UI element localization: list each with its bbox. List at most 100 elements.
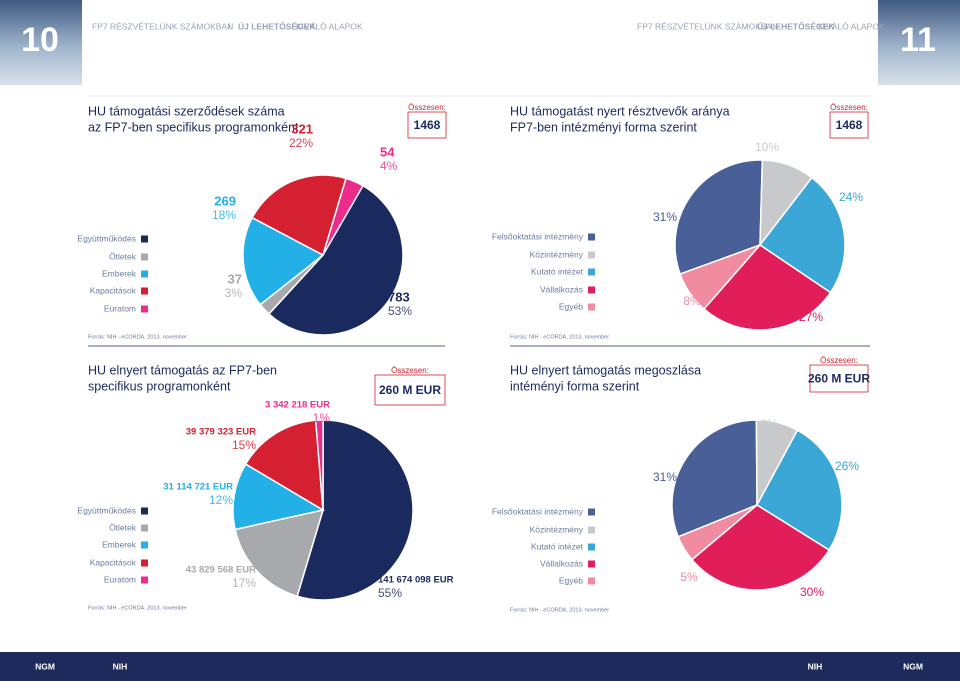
total-value: 1468 (836, 118, 863, 132)
legend-swatch (141, 270, 148, 278)
header-image-right (878, 0, 960, 85)
slice-value-label: 26% (835, 459, 859, 473)
chart-title: HU támogatási szerződések száma (88, 104, 285, 118)
total-value: 1468 (414, 118, 441, 132)
slice-percent-label: 22% (289, 136, 313, 150)
pie-slice (244, 419, 324, 512)
total-box (374, 374, 446, 406)
legend-swatch (588, 526, 595, 534)
chart-title: HU elnyert támogatás az FP7-ben (88, 363, 277, 377)
slice-value-label: 27% (799, 310, 823, 324)
slice-percent-label: 53% (388, 304, 412, 318)
header-item: ÚJ LEHETŐSÉGEK (238, 20, 316, 31)
legend-label: Kutató intézet (531, 266, 584, 276)
legend-swatch (588, 303, 595, 311)
footer-logo: NGM (903, 661, 923, 671)
slice-percent-label: 55% (378, 586, 402, 600)
chart-title: FP7-ben intézményi forma szerint (510, 120, 697, 134)
pie-slice (251, 174, 347, 257)
slice-percent-label: 12% (209, 493, 233, 507)
slice-percent-label: 17% (232, 576, 256, 590)
slice-value-label: 31% (653, 470, 677, 484)
footer-bar (0, 652, 960, 681)
pie-slice (758, 176, 846, 294)
slice-percent-label: 18% (212, 208, 236, 222)
slice-value-label: 5% (680, 570, 698, 584)
pie-slice (674, 159, 764, 276)
legend-swatch (141, 235, 148, 243)
total-box (809, 364, 869, 393)
pie-slice (296, 419, 414, 601)
total-value: 260 M EUR (808, 372, 870, 386)
legend-label: Egyéb (559, 301, 583, 311)
pie-slice (232, 463, 326, 531)
legend-label: Vállalkozás (540, 558, 583, 568)
legend-label: Euratom (104, 574, 136, 584)
slice-value-label: 8% (760, 417, 778, 431)
legend-swatch (588, 543, 595, 551)
legend-swatch (141, 559, 148, 567)
legend-label: Együttműködés (77, 233, 136, 243)
legend-label: Kutató intézet (531, 541, 584, 551)
header-item: KIVÁLÓ ALAPOK (296, 21, 363, 31)
legend-label: Ötletek (109, 522, 137, 532)
footer-logo: NIH (113, 661, 128, 671)
slice-value-label: 24% (839, 190, 863, 204)
total-label: Összesen: (408, 103, 446, 112)
legend-label: Együttműködés (77, 505, 136, 515)
legend-label: Kapacitások (90, 285, 137, 295)
legend-label: Euratom (104, 303, 136, 313)
legend-swatch (141, 287, 148, 295)
header-item: I (746, 21, 748, 31)
legend-label: Kapacitások (90, 557, 137, 567)
total-label: Összesen: (820, 356, 858, 365)
header-item: FP7 RÉSZVÉTELÜNK SZÁMOKBAN (92, 21, 233, 31)
slice-percent-label: 3% (225, 286, 243, 300)
pie-slice (314, 419, 324, 511)
source-note: Forrás: NIH - eCORDA, 2013. november (510, 607, 609, 613)
footer-logo: NGM (35, 661, 55, 671)
legend-label: Felsőoktatási intézmény (492, 506, 584, 516)
slice-value-label: 10% (755, 140, 779, 154)
slice-value-label: 141 674 098 EUR (378, 575, 454, 586)
legend-swatch (588, 577, 595, 585)
header-item: KIVÁLÓ ALAPOK (818, 21, 885, 31)
pie-slice (690, 504, 831, 591)
total-box (829, 111, 869, 139)
total-label: Összesen: (391, 366, 429, 375)
legend-swatch (588, 251, 595, 259)
source-note: Forrás: NIH - eCORDA, 2013. november (88, 605, 187, 611)
chart-title: HU támogatást nyert résztvevők aránya (510, 104, 730, 118)
slice-value-label: 31 114 721 EUR (163, 482, 233, 493)
source-note: Forrás: NIH - eCORDA, 2013. november (510, 334, 609, 340)
header-item: I (228, 21, 230, 31)
header-item: FP7 RÉSZVÉTELÜNK SZÁMOKBAN (637, 21, 778, 31)
legend-label: Vállalkozás (540, 284, 583, 294)
legend-label: Emberek (102, 539, 137, 549)
slice-value-label: 39 379 323 EUR (186, 427, 256, 438)
pie-slice (234, 508, 325, 598)
slice-value-label: 321 (291, 121, 313, 136)
slice-percent-label: 4% (380, 159, 398, 173)
chart-title: az FP7-ben specifikus programonként (88, 120, 299, 134)
legend-label: Egyéb (559, 575, 583, 585)
legend-swatch (141, 253, 148, 261)
pie-slice (267, 184, 404, 336)
pie-slice (242, 216, 325, 306)
slice-value-label: 43 829 568 EUR (186, 565, 256, 576)
chart-title: HU elnyert támogatás megoszlása (510, 363, 701, 377)
pie-slice (679, 244, 761, 311)
legend-swatch (141, 524, 148, 532)
legend-swatch (588, 233, 595, 241)
legend-swatch (588, 268, 595, 276)
slice-percent-label: 15% (232, 438, 256, 452)
legend-swatch (141, 305, 148, 313)
source-note: Forrás: NIH - eCORDA, 2013. november (88, 334, 187, 340)
page-number: 11 (900, 21, 936, 59)
pie-slice (677, 504, 758, 561)
chart-title: specifikus programonként (88, 379, 231, 393)
slice-value-label: 54 (380, 144, 395, 159)
slice-value-label: 31% (653, 210, 677, 224)
legend-swatch (588, 560, 595, 568)
